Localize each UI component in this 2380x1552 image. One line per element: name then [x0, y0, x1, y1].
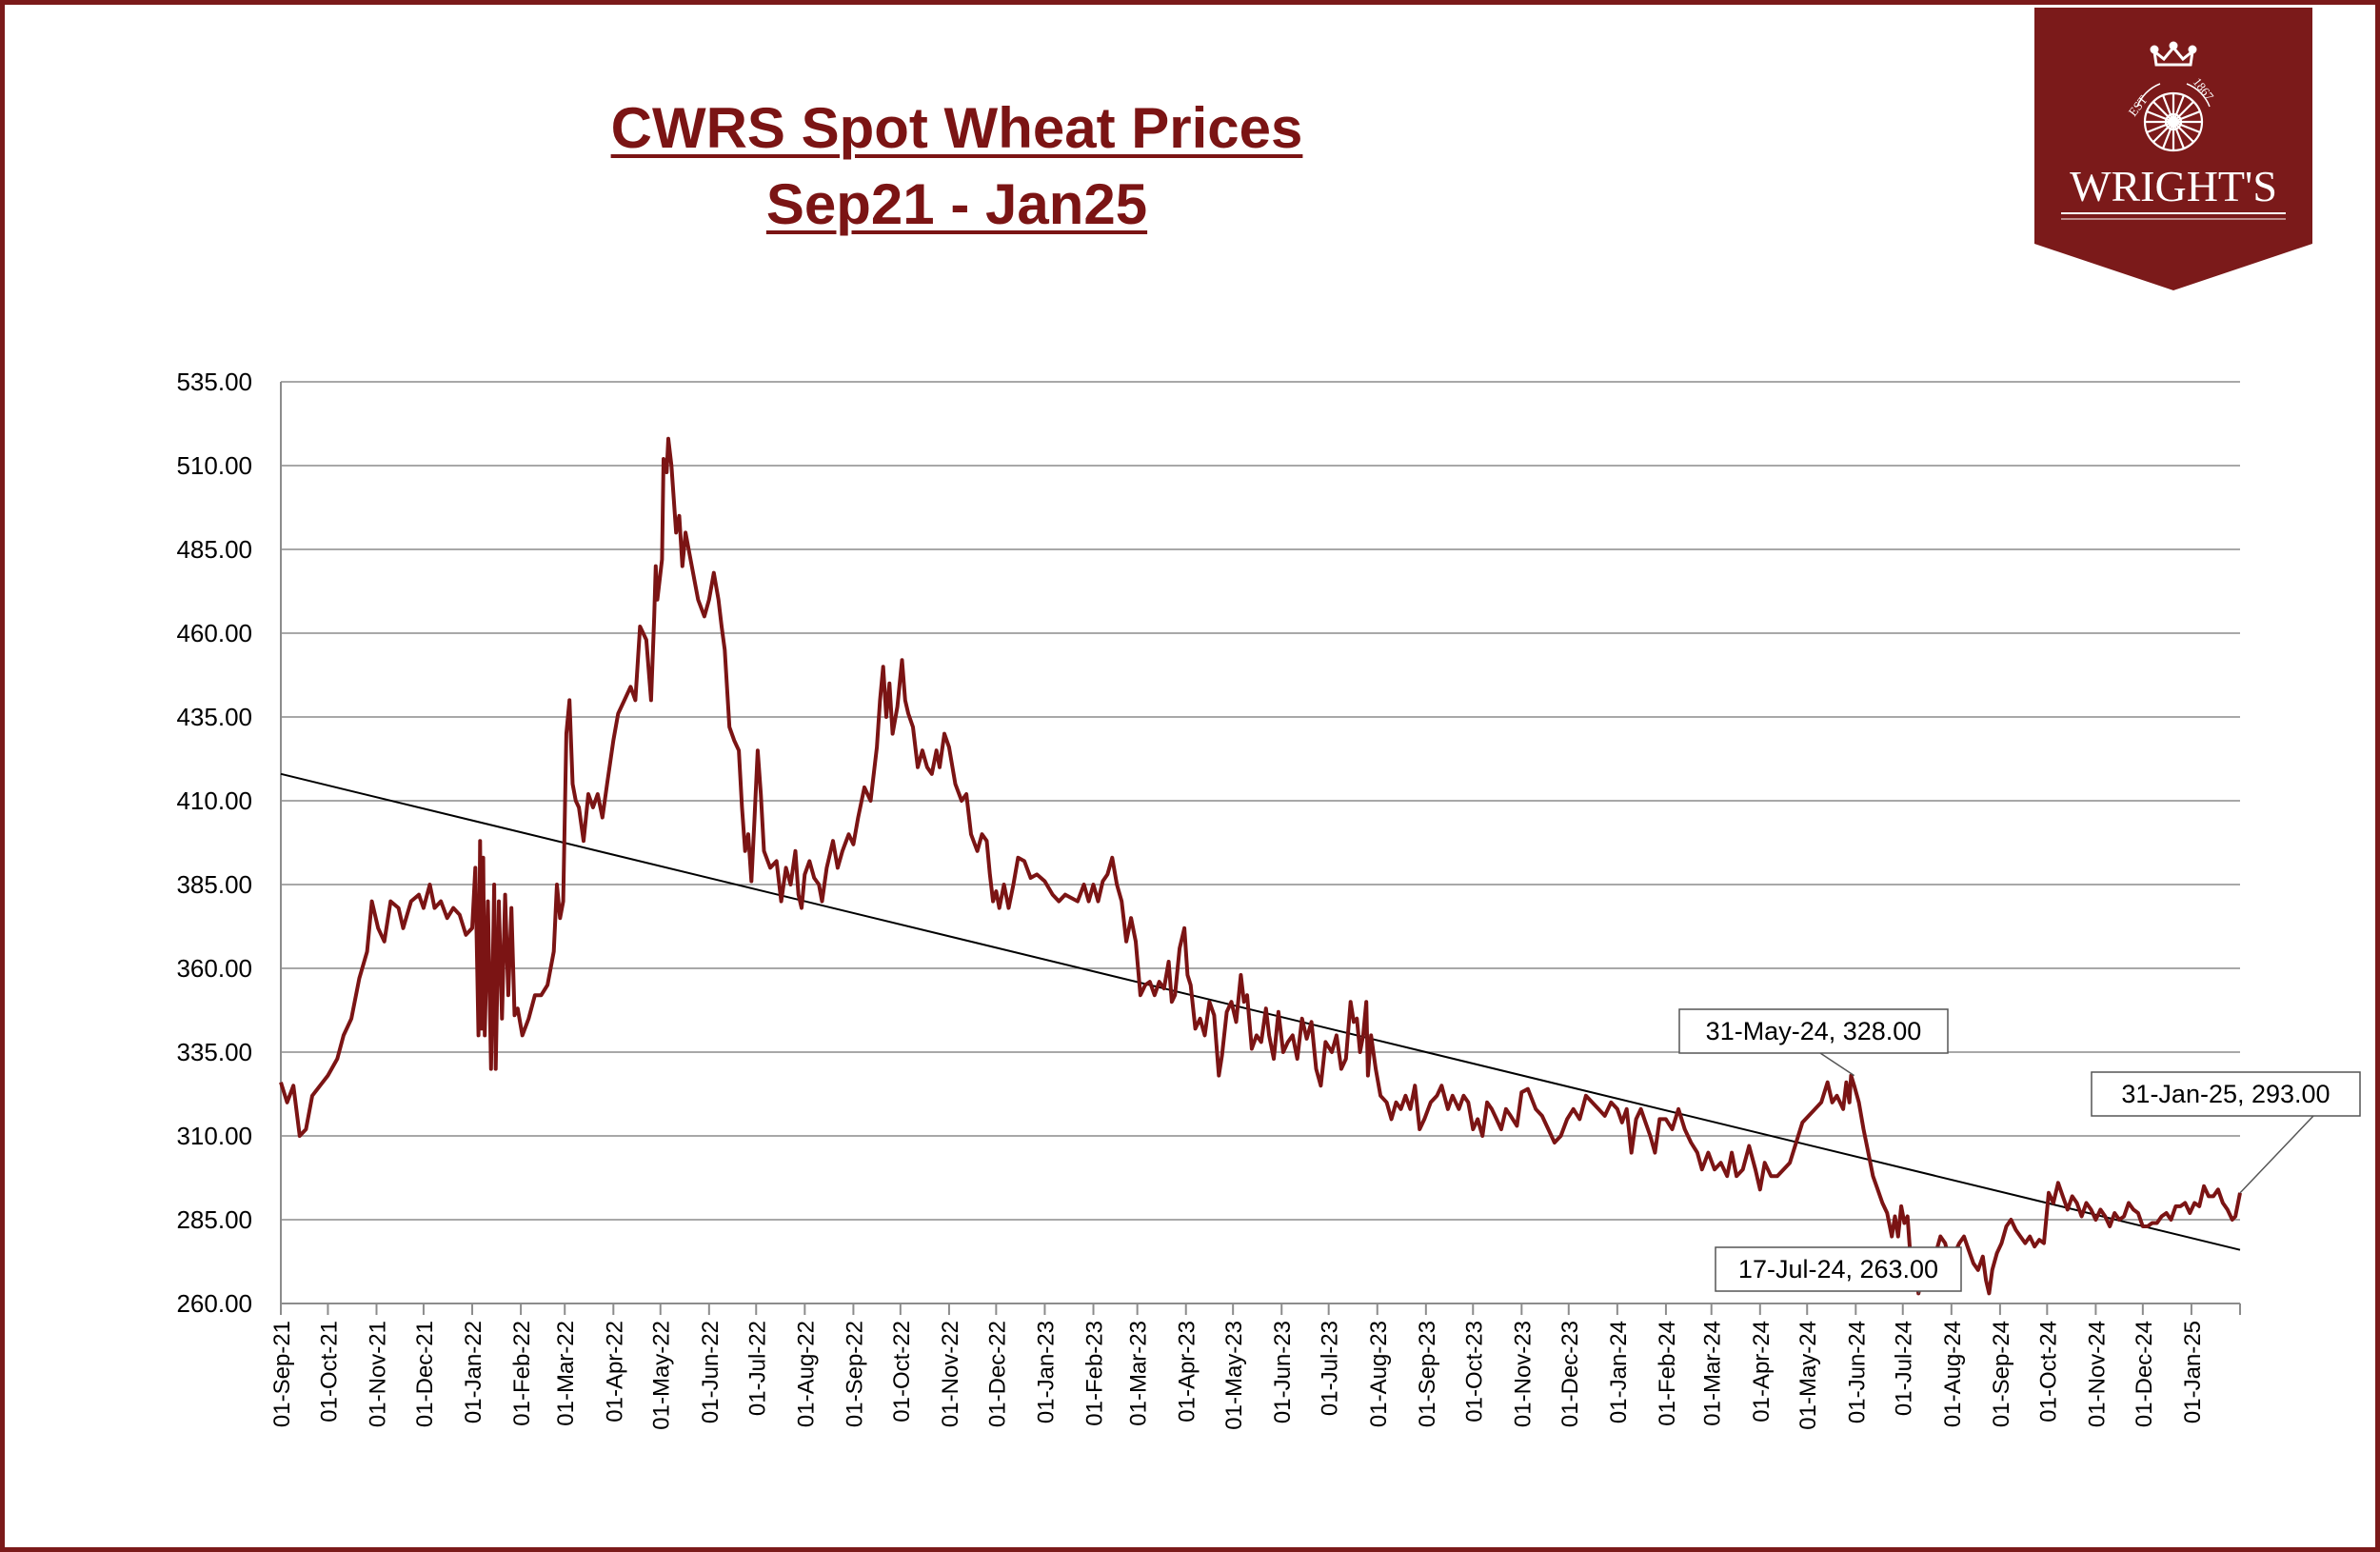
x-tick-label: 01-Jan-22 — [461, 1321, 486, 1423]
y-tick-label: 485.00 — [176, 535, 252, 564]
annotation-box — [2091, 1071, 2361, 1117]
brand-name: WRIGHT'S — [2070, 162, 2277, 210]
x-tick-label: 01-Oct-22 — [889, 1321, 915, 1423]
chart-title-line2: Sep21 - Jan25 — [765, 172, 1148, 236]
x-tick-label: 01-Dec-24 — [2132, 1321, 2157, 1427]
est-arc-left — [2136, 83, 2161, 108]
x-tick-label: 01-Apr-24 — [1749, 1321, 1775, 1423]
x-tick-label: 01-Jul-24 — [1892, 1321, 1917, 1416]
wrights-logo: EST 1867 WRIGHT'S — [2034, 8, 2312, 290]
y-tick-label: 260.00 — [176, 1289, 252, 1318]
x-tick-label: 01-Nov-24 — [2084, 1321, 2110, 1427]
annotation-box — [1715, 1246, 1962, 1292]
x-tick-label: 01-Jul-23 — [1318, 1321, 1343, 1416]
y-tick-label: 410.00 — [176, 786, 252, 815]
x-tick-label: 01-Jun-23 — [1270, 1321, 1296, 1423]
annotation-box — [1678, 1008, 1949, 1054]
est-arc-right — [2186, 83, 2211, 108]
x-tick-label: 01-Aug-23 — [1366, 1321, 1392, 1427]
x-tick-label: 01-Sep-23 — [1415, 1321, 1440, 1427]
price-series — [279, 436, 2242, 1296]
y-tick-label: 335.00 — [176, 1038, 252, 1066]
x-tick-label: 01-Sep-24 — [1989, 1321, 2014, 1427]
chart-title: CWRS Spot Wheat Prices Sep21 - Jan25 — [0, 90, 1914, 243]
annotation-label: 17-Jul-24, 263.00 — [1738, 1255, 1938, 1283]
x-tick-label: 01-Aug-22 — [793, 1321, 819, 1427]
trendline — [280, 772, 2241, 1251]
price-line — [279, 436, 2242, 1296]
y-tick-label: 535.00 — [176, 368, 252, 396]
x-tick-label: 01-Jan-24 — [1606, 1321, 1632, 1423]
x-tick-label: 01-Dec-22 — [984, 1321, 1010, 1427]
x-tick-label: 01-Feb-23 — [1082, 1321, 1108, 1426]
x-axis: 01-Sep-21 01-Oct-21 01-Nov-21 01-Dec-21 01-J… — [269, 382, 2241, 1430]
x-tick-label: 01-Dec-21 — [412, 1321, 438, 1427]
x-tick-label: 01-Oct-21 — [316, 1321, 342, 1423]
x-tick-label: 01-Feb-22 — [509, 1321, 535, 1426]
x-tick-label: 01-Nov-23 — [1510, 1321, 1536, 1427]
annotation-leader — [1819, 1052, 1855, 1077]
chart-title-line1: CWRS Spot Wheat Prices — [610, 96, 1303, 160]
x-tick-label: 01-Mar-22 — [553, 1321, 579, 1426]
x-tick-label: 01-Jan-23 — [1033, 1321, 1059, 1423]
x-tick-label: 01-Jan-25 — [2180, 1321, 2206, 1423]
y-tick-label: 360.00 — [176, 954, 252, 983]
x-tick-label: 01-May-23 — [1221, 1321, 1247, 1430]
y-tick-label: 385.00 — [176, 870, 252, 899]
x-tick-label: 01-Jun-24 — [1844, 1321, 1870, 1423]
x-tick-label: 01-Nov-22 — [938, 1321, 963, 1427]
crown-icon — [2150, 41, 2197, 67]
x-tick-label: 01-Sep-21 — [269, 1321, 295, 1427]
y-tick-label: 310.00 — [176, 1122, 252, 1150]
trend-line — [280, 772, 2241, 1251]
x-tick-label: 01-Oct-23 — [1461, 1321, 1487, 1423]
y-tick-label: 435.00 — [176, 703, 252, 731]
x-tick-label: 01-Mar-23 — [1126, 1321, 1152, 1426]
x-tick-label: 01-Feb-24 — [1655, 1321, 1680, 1426]
x-tick-label: 01-Jul-22 — [744, 1321, 770, 1416]
y-tick-label: 285.00 — [176, 1205, 252, 1234]
x-tick-label: 01-Apr-23 — [1175, 1321, 1200, 1423]
x-tick-label: 01-Jun-22 — [698, 1321, 724, 1423]
x-tick-label: 01-Nov-21 — [366, 1321, 391, 1427]
annotation-leader — [2239, 1115, 2314, 1194]
x-tick-label: 01-Aug-24 — [1940, 1321, 1966, 1427]
y-tick-label: 460.00 — [176, 619, 252, 647]
x-tick-label: 01-May-22 — [649, 1321, 675, 1430]
y-axis-ticks: 260.00 285.00 310.00 335.00 360.00 385.00 410.… — [176, 368, 252, 1318]
x-tick-label: 01-Sep-22 — [842, 1321, 867, 1427]
x-tick-label: 01-Oct-24 — [2035, 1321, 2061, 1423]
x-tick-label: 01-May-24 — [1795, 1321, 1821, 1430]
annotation-label: 31-May-24, 328.00 — [1706, 1017, 1922, 1045]
annotation-label: 31-Jan-25, 293.00 — [2121, 1080, 2330, 1108]
annotations: 31-May-24, 328.00 17-Jul-24, 263.00 31-Jan… — [1678, 1008, 2361, 1294]
x-tick-label: 01-Apr-22 — [602, 1321, 627, 1423]
x-tick-label: 01-Dec-23 — [1557, 1321, 1583, 1427]
wheel-emblem-icon — [2143, 91, 2204, 152]
x-tick-label: 01-Mar-24 — [1700, 1321, 1726, 1426]
y-tick-label: 510.00 — [176, 451, 252, 480]
